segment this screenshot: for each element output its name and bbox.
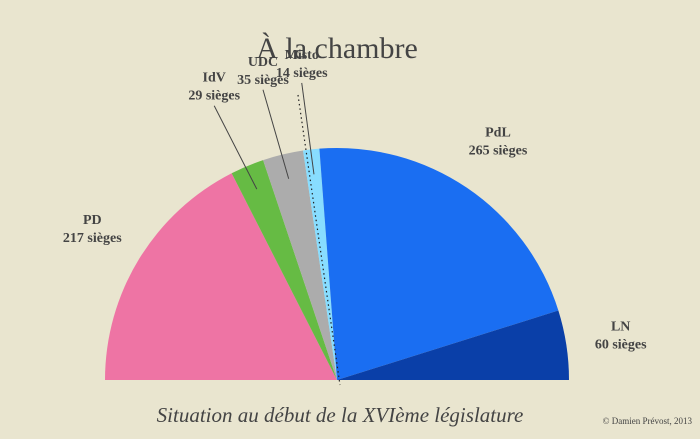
slice-value-label: 35 sièges — [237, 73, 289, 88]
slice-value-label: 217 sièges — [63, 231, 122, 246]
slice-value-label: 265 sièges — [469, 143, 528, 158]
slice — [105, 173, 337, 380]
slice-name: Misto — [285, 48, 319, 63]
slice — [303, 148, 337, 380]
slice — [231, 160, 337, 380]
slice-name: PdL — [485, 125, 511, 140]
slice — [263, 150, 337, 380]
chart-title: À la chambre — [256, 32, 418, 65]
slice — [319, 148, 559, 380]
slice-name: PD — [83, 213, 102, 228]
labels: PD 217 sièges IdV 29 sièges UDC 35 sièges Mist… — [63, 48, 647, 353]
slice — [337, 310, 569, 380]
slices — [105, 148, 569, 380]
slice-name: UDC — [248, 55, 278, 70]
slice-name: LN — [611, 320, 630, 335]
majority-line — [297, 94, 341, 386]
slice-value-label: 14 sièges — [276, 66, 328, 81]
leader-line — [262, 89, 290, 179]
slice-name: IdV — [203, 71, 226, 86]
subtitle: Situation au début de la XVIème législat… — [157, 403, 524, 427]
slice-value-label: 29 sièges — [188, 89, 240, 104]
leader-line — [301, 82, 315, 175]
slice-value-label: 60 sièges — [595, 338, 647, 353]
credit: © Damien Prévost, 2013 — [603, 416, 693, 426]
leader-line — [213, 105, 258, 190]
